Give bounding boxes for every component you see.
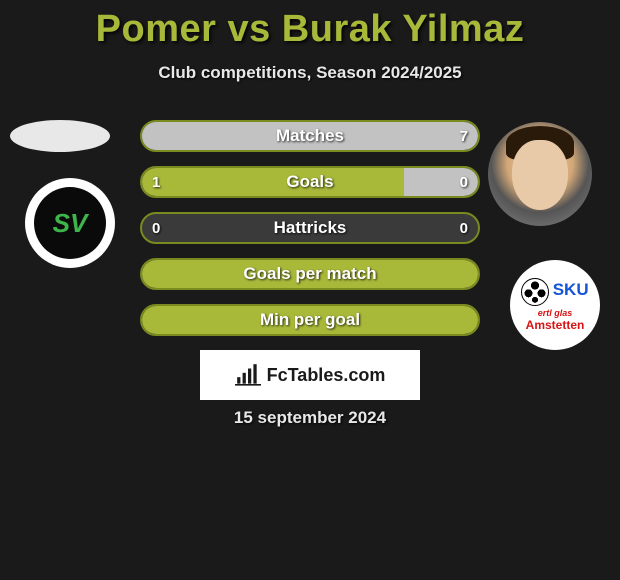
player-right-club-logo: SKU ertl glas Amstetten — [510, 260, 600, 350]
club-left-monogram: SV — [34, 187, 106, 259]
watermark-text: FcTables.com — [267, 365, 386, 386]
stat-value-right: 7 — [460, 122, 468, 150]
club-right-text-bottom: Amstetten — [526, 318, 585, 332]
club-right-text-top: SKU — [553, 280, 589, 299]
stat-label: Hattricks — [142, 214, 478, 242]
stat-value-right: 0 — [460, 168, 468, 196]
page-subtitle: Club competitions, Season 2024/2025 — [0, 63, 620, 83]
stat-value-left: 1 — [152, 168, 160, 196]
stat-label: Matches — [142, 122, 478, 150]
page-title: Pomer vs Burak Yilmaz — [0, 0, 620, 51]
stat-value-left: 0 — [152, 214, 160, 242]
watermark: FcTables.com — [200, 350, 420, 400]
stat-label: Min per goal — [142, 306, 478, 334]
player-right-avatar — [488, 122, 592, 226]
stat-value-right: 0 — [460, 214, 468, 242]
club-right-text-mid: ertl glas — [538, 308, 573, 318]
stat-row: Goals1 0 — [140, 166, 480, 198]
stat-label: Goals — [142, 168, 478, 196]
bar-chart-icon — [235, 364, 261, 386]
player-left-club-logo: SV — [25, 178, 115, 268]
stat-row: Min per goal — [140, 304, 480, 336]
soccer-ball-icon — [521, 278, 549, 306]
player-left-avatar — [10, 120, 110, 152]
date-label: 15 september 2024 — [0, 408, 620, 428]
stat-row: Goals per match — [140, 258, 480, 290]
stat-row: Hattricks0 0 — [140, 212, 480, 244]
stat-label: Goals per match — [142, 260, 478, 288]
stat-bars: Matches7Goals10Hattricks00Goals per matc… — [140, 120, 480, 350]
stat-row: Matches7 — [140, 120, 480, 152]
